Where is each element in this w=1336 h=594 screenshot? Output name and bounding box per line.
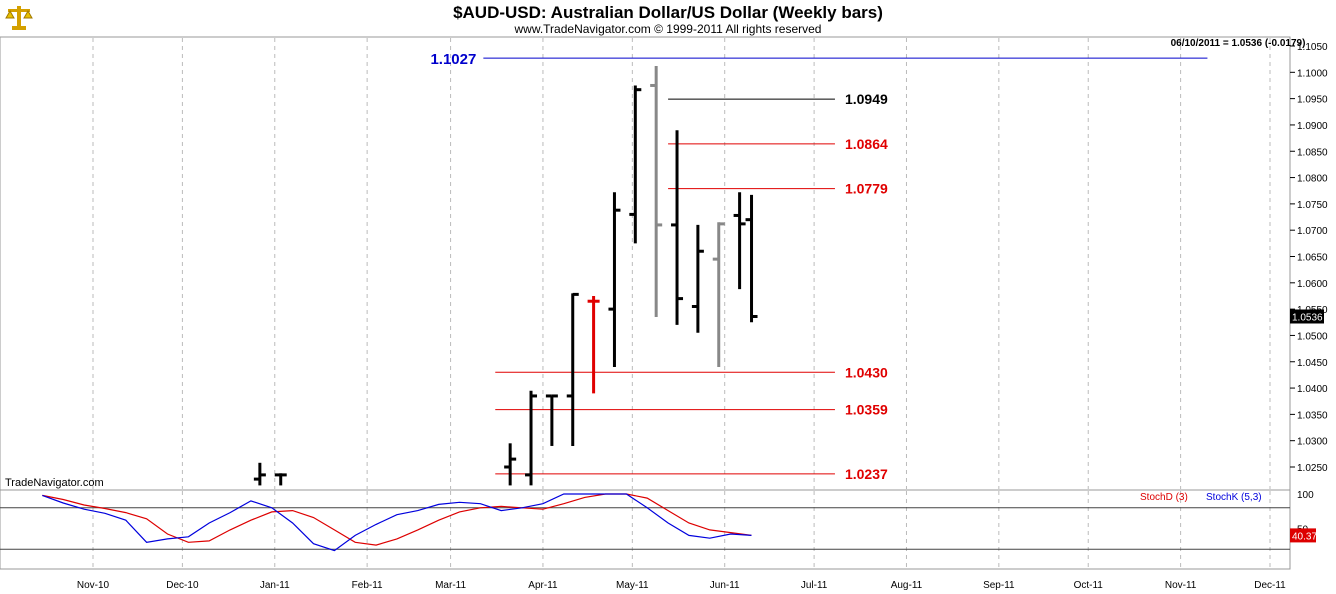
- x-tick-label: Mar-11: [435, 580, 466, 591]
- ohlc-bar: [745, 194, 758, 323]
- ohlc-bar: [545, 394, 558, 446]
- ohlc-bar: [733, 192, 746, 290]
- x-tick-label: Feb-11: [352, 580, 383, 591]
- chart-subtitle: www.TradeNavigator.com © 1999-2011 All r…: [514, 22, 822, 36]
- y-tick-label: 1.0650: [1297, 253, 1328, 264]
- x-tick-label: Nov-11: [1165, 580, 1197, 591]
- stoch-y-tick-label: 100: [1297, 490, 1314, 501]
- y-tick-label: 1.0850: [1297, 147, 1328, 158]
- level-label: 1.0359: [845, 402, 888, 418]
- ohlc-bar: [608, 192, 621, 368]
- stoch-last-label: 40.37: [1292, 531, 1317, 542]
- level-label: 1.0949: [845, 91, 888, 107]
- y-tick-label: 1.0800: [1297, 174, 1328, 185]
- ohlc-bar: [525, 390, 538, 486]
- x-tick-label: Nov-10: [77, 580, 110, 591]
- x-tick-label: Dec-11: [1254, 580, 1286, 591]
- level-label: 1.1027: [430, 51, 476, 68]
- last-price-box: [1290, 309, 1324, 324]
- level-label: 1.0237: [845, 466, 888, 482]
- y-tick-label: 1.0300: [1297, 437, 1328, 448]
- ohlc-bar: [712, 222, 725, 368]
- ohlc-bar: [253, 462, 266, 486]
- level-label: 1.0864: [845, 136, 888, 152]
- y-tick-label: 1.1050: [1297, 42, 1328, 53]
- x-tick-label: Jun-11: [710, 580, 740, 591]
- y-tick-label: 1.0900: [1297, 121, 1328, 132]
- level-label: 1.0430: [845, 364, 888, 380]
- stochk-line: [42, 493, 752, 552]
- ohlc-bar: [691, 224, 704, 333]
- x-tick-label: Aug-11: [891, 580, 923, 591]
- ohlc-bar: [671, 130, 684, 325]
- x-tick-label: Dec-10: [166, 580, 199, 591]
- stochd-line: [42, 493, 752, 546]
- stoch-last-box: [1290, 528, 1316, 543]
- stochastic-lines: [0, 493, 1290, 552]
- y-tick-label: 1.0250: [1297, 463, 1328, 474]
- axes: Nov-10 Dec-10 Jan-11 Feb-11 Mar-11 Apr-11 May-…: [77, 42, 1328, 591]
- x-tick-label: Oct-11: [1074, 580, 1104, 591]
- price-bars: [253, 65, 758, 486]
- x-tick-label: Apr-11: [528, 580, 558, 591]
- ohlc-bar: [566, 292, 579, 446]
- x-tick-label: May-11: [616, 580, 649, 591]
- last-value-readout: 06/10/2011 = 1.0536 (-0.0179): [1171, 38, 1306, 49]
- y-tick-label: 1.0500: [1297, 331, 1328, 342]
- x-tick-label: Jan-11: [260, 580, 290, 591]
- y-tick-label: 1.0700: [1297, 226, 1328, 237]
- y-tick-label: 1.0450: [1297, 358, 1328, 369]
- level-lines: 1.1027 1.0949 1.0864 1.0779 1.0430 1.0359 1.02…: [430, 51, 1208, 482]
- grid-lines: [92, 38, 1271, 568]
- ohlc-bar: [504, 443, 517, 486]
- legend-stochd: StochD (3): [1140, 492, 1188, 503]
- chart-title: $AUD-USD: Australian Dollar/US Dollar (W…: [453, 3, 883, 22]
- y-tick-label: 1.0750: [1297, 200, 1328, 211]
- y-tick-label: 1.1000: [1297, 68, 1328, 79]
- ohlc-bar: [650, 65, 663, 318]
- y-tick-label: 1.0950: [1297, 95, 1328, 106]
- y-tick-label: 1.0600: [1297, 279, 1328, 290]
- x-tick-label: Sep-11: [983, 580, 1015, 591]
- y-tick-label: 1.0400: [1297, 384, 1328, 395]
- legend-stochk: StochK (5,3): [1206, 492, 1262, 503]
- x-tick-label: Jul-11: [801, 580, 828, 591]
- ohlc-bar: [587, 295, 600, 394]
- last-price-label: 1.0536: [1292, 312, 1323, 323]
- ohlc-bar: [629, 85, 642, 244]
- ohlc-bar: [274, 473, 287, 486]
- scale-icon: [5, 6, 33, 30]
- y-tick-label: 1.0350: [1297, 410, 1328, 421]
- watermark: TradeNavigator.com: [5, 477, 104, 489]
- level-label: 1.0779: [845, 181, 888, 197]
